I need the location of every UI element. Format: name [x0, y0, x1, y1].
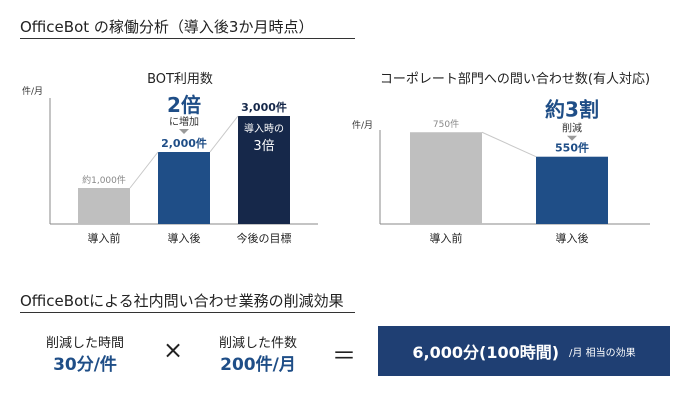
y-axis-label: 件/月	[352, 119, 373, 131]
trend-connector	[129, 151, 159, 189]
count-saved-value: 200件/月	[220, 355, 296, 375]
annotation-big: 2倍	[167, 93, 201, 117]
title-underline	[20, 38, 355, 39]
bar-1	[410, 132, 482, 224]
summary-heading: OfficeBotによる社内問い合わせ業務の削減効果	[20, 292, 344, 310]
down-arrow-icon	[179, 129, 189, 134]
x-tick-label: 導入後	[556, 231, 589, 245]
inquiry-chart-title: コーポレート部門への問い合わせ数(有人対応)	[379, 72, 651, 87]
bot-usage-chart-title: BOT利用数	[147, 72, 213, 87]
multiply-symbol: ×	[162, 336, 184, 364]
result-box: 6,000分(100時間) /月 相当の効果	[378, 326, 670, 376]
time-saved-value: 30分/件	[53, 355, 117, 375]
data-label: 750件	[433, 118, 459, 130]
x-tick-label: 導入前	[430, 231, 463, 245]
result-value: 6,000分(100時間)	[412, 343, 560, 362]
x-tick-label: 今後の目標	[237, 231, 292, 245]
bar-1	[78, 188, 130, 224]
bar-inner-note: 3倍	[253, 139, 274, 154]
annotation-small: 削減	[562, 122, 582, 135]
x-tick-label: 導入前	[88, 231, 121, 245]
annotation-small: に増加	[169, 115, 199, 128]
page-title: OfficeBot の稼働分析（導入後3か月時点）	[20, 18, 314, 36]
x-tick-label: 導入後	[168, 231, 201, 245]
y-axis-label: 件/月	[22, 85, 43, 97]
time-saved-label: 削減した時間	[45, 336, 124, 351]
result-suffix: /月 相当の効果	[569, 347, 636, 359]
down-arrow-icon	[567, 135, 577, 141]
bar-2	[536, 156, 608, 224]
data-label: 3,000件	[241, 100, 287, 114]
bar-2	[158, 152, 210, 224]
bar-inner-note: 導入時の	[244, 122, 284, 135]
count-saved-label: 削減した件数	[218, 336, 297, 351]
summary-underline	[20, 312, 355, 313]
data-label: 2,000件	[161, 136, 207, 150]
data-label: 約1,000件	[82, 174, 126, 186]
trend-connector	[481, 131, 537, 158]
data-label: 550件	[555, 141, 589, 155]
equals-symbol: ＝	[332, 342, 356, 370]
annotation-big: 約3割	[545, 98, 599, 122]
bar-3	[238, 116, 290, 224]
trend-connector	[209, 115, 239, 153]
